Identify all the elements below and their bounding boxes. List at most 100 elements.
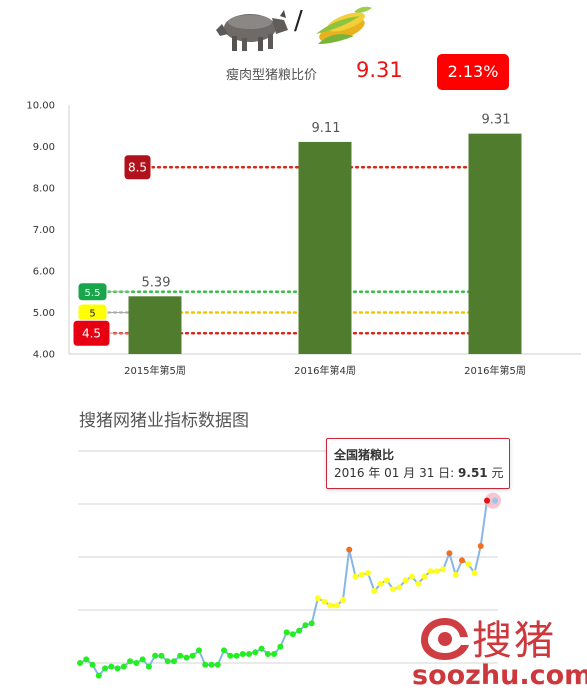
bar <box>128 296 182 354</box>
series-point <box>333 602 340 609</box>
bar <box>298 141 352 354</box>
reference-badge-label: 8.5 <box>128 160 147 174</box>
corn-icon <box>316 6 372 44</box>
x-tick-label: 2016年第5周 <box>464 364 526 377</box>
series-point <box>383 577 390 584</box>
series-point <box>390 586 397 593</box>
series-point <box>408 573 415 580</box>
series-point <box>208 661 215 668</box>
ratio-value: 9.31 <box>356 58 403 82</box>
series-point <box>77 660 83 666</box>
reference-badge <box>77 282 108 302</box>
y-tick-label: 8.00 <box>33 184 55 195</box>
ratio-slash: / <box>294 6 303 36</box>
series-point <box>158 652 165 659</box>
series-point <box>227 652 234 659</box>
series-point <box>471 570 478 576</box>
y-tick-label: 10.00 <box>26 101 55 112</box>
bar-chart: 4.00 5.00 6.00 7.00 8.00 9.00 10.00 8.5 5.5 5 4.5 5… <box>26 101 581 377</box>
series-point <box>421 573 428 580</box>
header: / 瘦肉型猪粮比价 9.31 2.13% <box>0 0 587 95</box>
series-point <box>102 665 109 672</box>
series-point <box>484 497 490 504</box>
series-point <box>95 672 102 679</box>
series-point <box>346 546 353 553</box>
series-point <box>358 571 365 578</box>
series-point <box>446 550 453 557</box>
chart-tooltip: 全国猪粮比 2016 年 01 月 31 日: 9.51 元 <box>326 438 510 489</box>
reference-badge-label: 5 <box>89 309 95 320</box>
tooltip-title: 全国猪粮比 <box>334 448 395 462</box>
series-point <box>296 627 303 634</box>
line-chart <box>77 450 501 679</box>
series-point <box>152 652 159 659</box>
series-point <box>127 658 134 665</box>
series-point <box>202 661 209 668</box>
series-point <box>458 557 465 564</box>
series-point <box>170 658 177 665</box>
series-point <box>195 647 202 654</box>
change-percent-badge: 2.13% <box>437 54 509 90</box>
series-point <box>289 631 296 638</box>
series-point <box>183 654 190 661</box>
series-point <box>258 645 265 652</box>
x-tick-label: 2016年第4周 <box>294 364 356 377</box>
tooltip-row: 2016 年 01 月 31 日: 9.51 元 <box>334 464 503 481</box>
series-point <box>314 595 321 602</box>
bar-data-label: 9.31 <box>482 113 511 128</box>
series-point <box>114 665 121 672</box>
reference-badge-label: 5.5 <box>85 288 101 299</box>
y-tick-label: 4.00 <box>33 350 55 361</box>
soozhu-logo-icon <box>421 618 469 660</box>
bar-data-label: 9.11 <box>312 121 341 136</box>
series-point <box>221 647 228 654</box>
series-point <box>120 663 127 670</box>
series-point <box>214 661 221 668</box>
series-point <box>271 651 278 657</box>
series-point <box>139 656 146 663</box>
pig-icon <box>216 10 288 51</box>
series-point <box>377 580 384 587</box>
tooltip-date: 2016 年 01 月 31 日: <box>334 466 455 480</box>
y-tick-label: 5.00 <box>33 308 55 319</box>
watermark-brand: 搜猪 <box>472 618 556 664</box>
series-point <box>440 566 447 573</box>
series-point <box>189 652 196 659</box>
series-point <box>83 656 90 663</box>
series-point <box>164 658 171 665</box>
series-point <box>427 568 434 575</box>
series-point <box>365 570 372 576</box>
series-point <box>233 652 240 659</box>
watermark: 搜猪 soozhu.com <box>406 608 587 697</box>
series-point <box>108 663 115 670</box>
series-point <box>145 663 152 670</box>
reference-badge <box>72 319 111 347</box>
series-point <box>308 620 315 627</box>
series-point <box>239 651 246 657</box>
bar <box>468 133 522 354</box>
tooltip-unit: 元 <box>491 466 504 480</box>
y-tick-label: 9.00 <box>33 142 55 153</box>
series-point <box>339 597 346 603</box>
series-point <box>321 598 328 605</box>
series-point <box>246 651 253 657</box>
series-point <box>302 622 309 629</box>
ratio-label: 瘦肉型猪粮比价 <box>226 68 318 83</box>
series-point <box>402 577 409 584</box>
series-point <box>371 588 378 594</box>
bar-data-label: 5.39 <box>142 275 171 290</box>
y-tick-label: 7.00 <box>33 225 55 236</box>
series-point <box>252 649 259 656</box>
reference-badge-label: 4.5 <box>82 326 101 340</box>
tooltip-value: 9.51 <box>458 466 488 480</box>
series-point <box>396 584 403 591</box>
series-point <box>352 573 359 580</box>
series-point <box>133 660 140 666</box>
y-tick-label: 6.00 <box>33 267 55 278</box>
series-point <box>327 602 334 609</box>
series-point <box>264 651 271 657</box>
line-chart-title: 搜猪网猪业指标数据图 <box>79 411 249 431</box>
series-point <box>177 652 184 659</box>
series-point <box>433 568 440 575</box>
series-point <box>277 643 284 650</box>
